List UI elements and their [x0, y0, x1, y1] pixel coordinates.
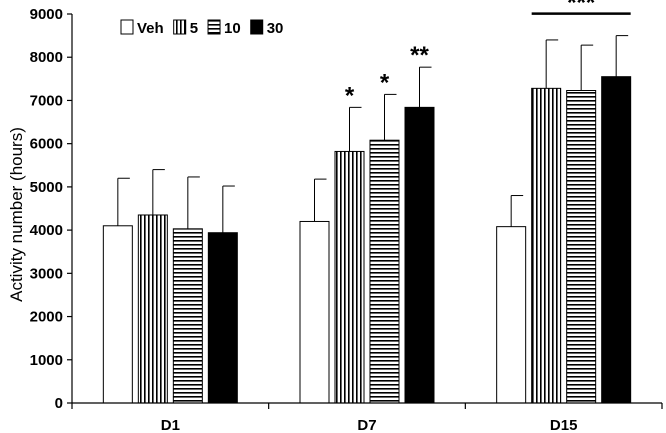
annotations-layer: * ******	[345, 0, 631, 109]
y-tick-label: 6000	[30, 136, 63, 153]
bar-D15-10	[566, 90, 597, 404]
y-tick-label: 1000	[30, 352, 63, 369]
x-category-label: D7	[357, 417, 376, 433]
legend-swatch-30	[250, 19, 264, 35]
legend: Veh 5 10 30	[120, 19, 284, 37]
bar-D1-Veh	[102, 225, 133, 404]
legend-swatch-5	[173, 19, 187, 35]
bar-D7-30	[404, 106, 435, 404]
y-tick-label: 8000	[30, 49, 63, 66]
legend-label-10: 10	[224, 20, 241, 37]
legend-label-5: 5	[190, 20, 198, 37]
bar-D7-Veh	[299, 220, 330, 404]
x-category-label: D15	[550, 417, 578, 433]
bar-D15-Veh	[496, 226, 527, 404]
bar-D1-10	[172, 228, 203, 404]
y-tick-label: 7000	[30, 92, 63, 109]
bar-D1-5	[137, 214, 168, 404]
axes-layer: 0 1000 2000 3000 4000 5000 6000 7000 8000 9000 D1 D…	[30, 6, 663, 433]
legend-swatch-10	[207, 19, 221, 35]
bar-D15-30	[601, 76, 632, 404]
bar-D15-5	[531, 87, 562, 404]
y-tick-label: 9000	[30, 6, 63, 23]
bars-layer	[102, 35, 632, 404]
x-category-label: D1	[161, 417, 180, 433]
legend-label-Veh: Veh	[137, 20, 164, 37]
significance-star: *	[345, 82, 355, 109]
y-tick-label: 0	[55, 395, 63, 412]
bar-D1-30	[207, 232, 238, 404]
significance-star: ***	[567, 0, 596, 17]
legend-swatch-Veh	[120, 19, 134, 35]
significance-star: *	[380, 69, 390, 96]
legend-label-30: 30	[267, 20, 284, 37]
y-tick-label: 4000	[30, 222, 63, 239]
significance-star: **	[410, 42, 429, 69]
bar-D7-5	[334, 150, 365, 404]
y-axis-label: Activity number (hours)	[7, 127, 26, 302]
y-tick-label: 2000	[30, 309, 63, 326]
y-tick-label: 3000	[30, 265, 63, 282]
y-tick-label: 5000	[30, 179, 63, 196]
bar-D7-10	[369, 139, 400, 404]
